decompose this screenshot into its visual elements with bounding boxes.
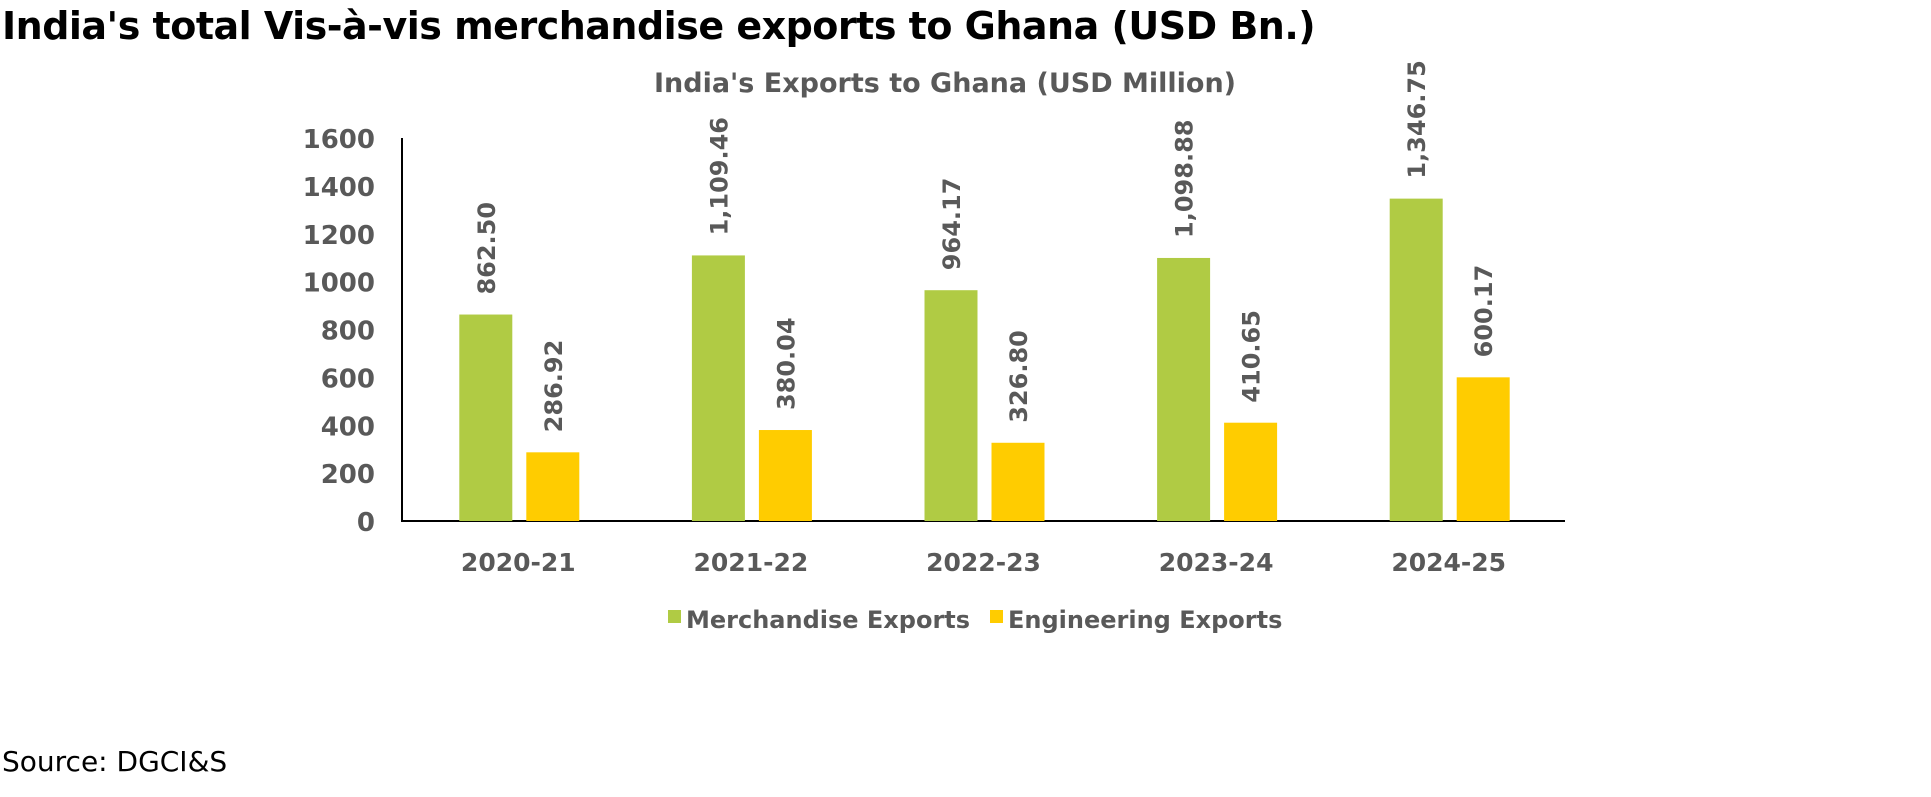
x-tick-label: 2024-25 (1391, 548, 1506, 577)
bar-merchandise-exports (691, 255, 745, 521)
data-label: 964.17 (938, 178, 966, 271)
data-label: 1,109.46 (705, 117, 733, 235)
x-tick-label: 2022-23 (926, 548, 1041, 577)
legend-label: Engineering Exports (1008, 606, 1282, 634)
data-label: 1,346.75 (1403, 60, 1431, 178)
legend-swatch (668, 610, 681, 623)
y-tick-label: 1000 (303, 269, 375, 299)
data-label: 326.80 (1005, 330, 1033, 423)
legend-swatch (990, 610, 1003, 623)
data-label: 600.17 (1470, 265, 1498, 358)
y-tick-label: 400 (321, 412, 375, 442)
legend-label: Merchandise Exports (686, 606, 970, 634)
bar-engineering-exports (758, 430, 812, 521)
data-label: 286.92 (540, 340, 568, 433)
y-tick-label: 1400 (303, 173, 375, 203)
source-note: Source: DGCI&S (2, 745, 228, 778)
y-tick-label: 600 (321, 364, 375, 394)
data-label: 1,098.88 (1171, 120, 1199, 238)
y-tick-label: 1200 (303, 221, 375, 251)
bar-merchandise-exports (924, 290, 978, 521)
bar-engineering-exports (991, 442, 1045, 521)
y-tick-label: 800 (321, 317, 375, 347)
page-heading: India's total Vis-à-vis merchandise expo… (2, 4, 1316, 48)
x-tick-label: 2023-24 (1159, 548, 1274, 577)
y-tick-label: 1600 (303, 125, 375, 155)
x-tick-label: 2021-22 (694, 548, 809, 577)
data-label: 380.04 (772, 317, 800, 410)
y-tick-label: 0 (357, 508, 375, 538)
y-tick-label: 200 (321, 460, 375, 490)
bar-merchandise-exports (1389, 198, 1443, 522)
x-tick-label: 2020-21 (461, 548, 576, 577)
data-label: 862.50 (473, 202, 501, 295)
chart-title: India's Exports to Ghana (USD Million) (654, 68, 1236, 99)
bar-engineering-exports (526, 452, 580, 521)
data-label: 410.65 (1238, 310, 1266, 403)
bar-engineering-exports (1224, 422, 1278, 521)
bar-merchandise-exports (1157, 257, 1211, 521)
bar-engineering-exports (1456, 377, 1510, 521)
bar-merchandise-exports (459, 314, 513, 521)
